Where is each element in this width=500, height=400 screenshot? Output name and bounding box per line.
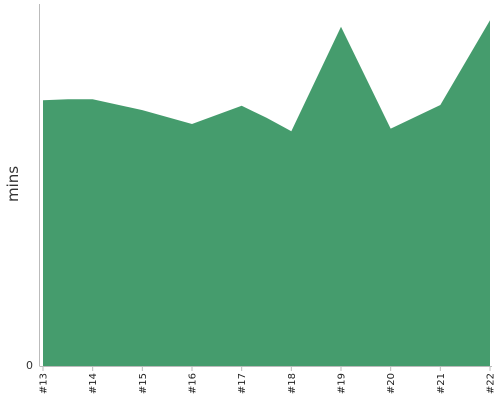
x-tick-label: #20	[386, 373, 397, 394]
series-area	[43, 20, 490, 366]
area-series	[43, 20, 490, 366]
x-tick-label: #15	[138, 373, 149, 394]
x-tick-label: #19	[337, 373, 348, 394]
x-tick-label: #18	[287, 373, 298, 394]
x-tick-label: #13	[39, 373, 50, 394]
x-tick-label: #17	[237, 373, 248, 394]
x-tick-label: #14	[88, 373, 99, 394]
x-tick-label: #16	[188, 373, 199, 394]
x-axis-ticks: #13 #14 #15 #16 #17 #18 #19 #20 #21 #22	[39, 366, 497, 394]
y-axis-ticks: 0	[26, 359, 33, 372]
x-tick-label: #21	[436, 373, 447, 394]
x-tick-label: #22	[486, 373, 497, 394]
y-axis-title: mins	[4, 166, 22, 202]
y-tick-label: 0	[26, 359, 33, 372]
